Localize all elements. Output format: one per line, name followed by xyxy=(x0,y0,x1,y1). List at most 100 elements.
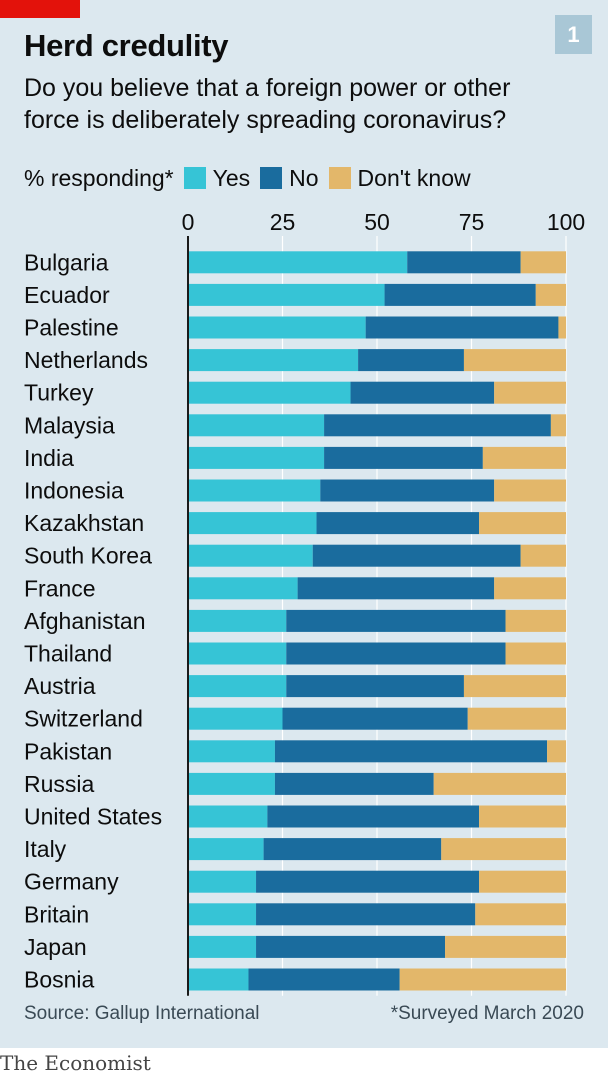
bar-segment xyxy=(256,903,476,926)
x-tick-label: 25 xyxy=(270,209,296,235)
bar-segment xyxy=(358,349,464,372)
bar-segment xyxy=(286,675,464,698)
category-label: Germany xyxy=(24,869,119,895)
legend-swatch-dont-know xyxy=(328,167,351,189)
bar-segment xyxy=(547,740,566,763)
category-label: United States xyxy=(24,804,162,830)
survey-footnote: *Surveyed March 2020 xyxy=(390,1003,584,1024)
category-label: France xyxy=(24,575,96,601)
category-label: Turkey xyxy=(24,380,94,406)
bar-segment xyxy=(316,512,480,535)
bar-segment xyxy=(320,479,495,502)
bar-segment xyxy=(399,968,566,991)
bar-segment xyxy=(433,772,566,795)
bar-segment xyxy=(188,414,325,437)
bar-segment xyxy=(188,675,287,698)
bar-segment xyxy=(505,642,566,665)
bar-segment xyxy=(188,609,287,632)
bar-segment xyxy=(188,968,249,991)
bar-segment xyxy=(256,935,446,958)
legend-swatch-no xyxy=(260,167,283,189)
category-label: Japan xyxy=(24,934,87,960)
category-label: Afghanistan xyxy=(24,608,145,634)
x-tick-label: 0 xyxy=(182,209,195,235)
bar-segment xyxy=(550,414,566,437)
bar-segment xyxy=(479,805,566,828)
legend: % responding* Yes No Don't know xyxy=(24,163,471,193)
bar-segment xyxy=(505,609,566,632)
x-tick-label: 50 xyxy=(364,209,390,235)
bar-segment xyxy=(407,251,521,274)
bar-segment xyxy=(520,544,566,567)
bar-segment xyxy=(188,283,385,306)
brand-red-tag xyxy=(0,0,80,18)
category-label: Britain xyxy=(24,901,89,927)
bar-segment xyxy=(482,446,566,469)
bar-segment xyxy=(188,316,366,339)
category-label: Ecuador xyxy=(24,282,110,308)
bar-segment xyxy=(520,251,566,274)
x-tick-label: 100 xyxy=(547,209,585,235)
bar-segment xyxy=(463,349,566,372)
bar-segment xyxy=(475,903,566,926)
bar-segment xyxy=(188,707,283,730)
bar-segment xyxy=(188,805,268,828)
bar-segment xyxy=(188,512,317,535)
bar-segment xyxy=(494,479,566,502)
stacked-bar-chart: 0 25 50 75 100 Bulgaria Ecuador Palestine Nether… xyxy=(24,209,585,996)
legend-label-no: No xyxy=(289,164,319,191)
bar-segment xyxy=(188,446,325,469)
category-label: Russia xyxy=(24,771,95,797)
category-label: Bosnia xyxy=(24,967,95,993)
bar-segment xyxy=(467,707,566,730)
brand-logo: The Economist xyxy=(0,1051,151,1075)
bar-segment xyxy=(188,870,257,893)
bar-segment xyxy=(350,381,495,404)
bar-segment xyxy=(256,870,480,893)
bar-segment xyxy=(479,870,566,893)
category-label: Bulgaria xyxy=(24,249,109,275)
legend-label-dont-know: Don't know xyxy=(357,164,471,191)
bar-segment xyxy=(324,446,483,469)
bar-segment xyxy=(263,838,442,861)
bar-segment xyxy=(445,935,566,958)
chart-number-badge: 1 xyxy=(555,15,592,54)
bar-segment xyxy=(188,772,275,795)
bar-segment xyxy=(463,675,566,698)
bar-segment xyxy=(324,414,551,437)
bar-segment xyxy=(494,381,566,404)
category-label: Thailand xyxy=(24,641,112,667)
source-note: Source: Gallup International xyxy=(24,1003,260,1024)
category-label: India xyxy=(24,445,74,471)
category-label: Kazakhstan xyxy=(24,510,144,536)
bar-segment xyxy=(188,740,275,763)
bar-segment xyxy=(248,968,400,991)
bar-segment xyxy=(312,544,521,567)
bar-segment xyxy=(286,609,506,632)
bar-segment xyxy=(267,805,480,828)
category-label: South Korea xyxy=(24,543,152,569)
bar-segment xyxy=(188,544,313,567)
bar-segment xyxy=(188,642,287,665)
category-label: Indonesia xyxy=(24,478,124,504)
bar-segment xyxy=(479,512,566,535)
legend-swatch-yes xyxy=(183,167,206,189)
bar-segment xyxy=(535,283,566,306)
bar-segment xyxy=(365,316,559,339)
chart-title: Herd credulity xyxy=(24,28,229,63)
bar-segment xyxy=(188,903,257,926)
bar-segment xyxy=(188,381,351,404)
category-label: Palestine xyxy=(24,315,119,341)
bar-segment xyxy=(274,740,548,763)
category-label: Switzerland xyxy=(24,706,143,732)
category-label: Pakistan xyxy=(24,738,112,764)
bar-segment xyxy=(558,316,566,339)
category-label: Italy xyxy=(24,836,67,862)
bar-segment xyxy=(282,707,468,730)
chart-card: Herd credulity 1 Do you believe that a f… xyxy=(0,0,608,1048)
chart-subtitle: Do you believe that a foreign power or o… xyxy=(24,74,511,134)
bar-segment xyxy=(494,577,566,600)
bar-segment xyxy=(297,577,495,600)
bar-segment xyxy=(188,935,257,958)
category-label: Austria xyxy=(24,673,96,699)
